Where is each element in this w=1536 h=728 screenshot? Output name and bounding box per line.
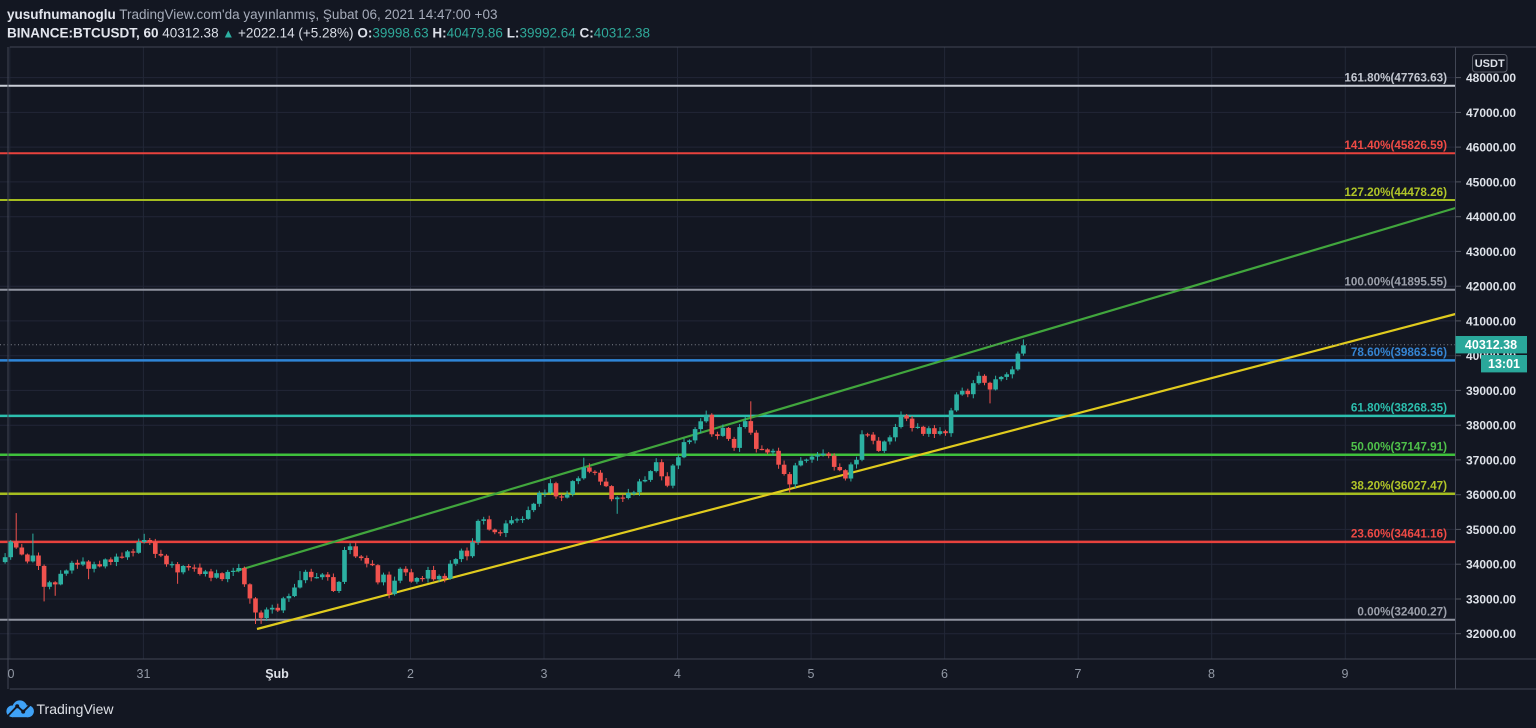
svg-text:yusufnumanoglu TradingView.com: yusufnumanoglu TradingView.com'da yayınl… bbox=[7, 7, 497, 22]
svg-text:TradingView: TradingView bbox=[37, 701, 115, 717]
svg-text:50.00%(37147.91): 50.00%(37147.91) bbox=[1351, 441, 1447, 454]
svg-text:44000.00: 44000.00 bbox=[1466, 210, 1516, 224]
svg-text:33000.00: 33000.00 bbox=[1466, 592, 1516, 606]
svg-text:38000.00: 38000.00 bbox=[1466, 419, 1516, 433]
svg-text:61.80%(38268.35): 61.80%(38268.35) bbox=[1351, 402, 1447, 415]
svg-text:36000.00: 36000.00 bbox=[1466, 488, 1516, 502]
svg-text:5: 5 bbox=[808, 667, 815, 681]
svg-text:13:01: 13:01 bbox=[1488, 357, 1520, 371]
svg-text:43000.00: 43000.00 bbox=[1466, 245, 1516, 259]
svg-text:4: 4 bbox=[674, 667, 681, 681]
svg-text:34000.00: 34000.00 bbox=[1466, 558, 1516, 572]
svg-text:48000.00: 48000.00 bbox=[1466, 71, 1516, 85]
svg-text:100.00%(41895.55): 100.00%(41895.55) bbox=[1344, 276, 1447, 289]
svg-text:35000.00: 35000.00 bbox=[1466, 523, 1516, 537]
svg-text:7: 7 bbox=[1075, 667, 1082, 681]
svg-text:47000.00: 47000.00 bbox=[1466, 106, 1516, 120]
svg-text:41000.00: 41000.00 bbox=[1466, 314, 1516, 328]
svg-text:141.40%(45826.59): 141.40%(45826.59) bbox=[1344, 139, 1447, 152]
svg-text:46000.00: 46000.00 bbox=[1466, 141, 1516, 155]
svg-text:39000.00: 39000.00 bbox=[1466, 384, 1516, 398]
svg-text:9: 9 bbox=[1342, 667, 1349, 681]
svg-text:161.80%(47763.63): 161.80%(47763.63) bbox=[1344, 72, 1447, 85]
svg-text:31: 31 bbox=[137, 667, 151, 681]
svg-text:8: 8 bbox=[1208, 667, 1215, 681]
svg-text:3: 3 bbox=[541, 667, 548, 681]
svg-text:BINANCE:BTCUSDT, 60 40312.38 ▲: BINANCE:BTCUSDT, 60 40312.38 ▲ +2022.14 … bbox=[7, 25, 650, 40]
svg-text:Şub: Şub bbox=[265, 667, 289, 681]
svg-text:2: 2 bbox=[407, 667, 414, 681]
svg-text:USDT: USDT bbox=[1475, 58, 1505, 70]
svg-text:127.20%(44478.26): 127.20%(44478.26) bbox=[1344, 186, 1447, 199]
svg-text:23.60%(34641.16): 23.60%(34641.16) bbox=[1351, 528, 1447, 541]
svg-text:45000.00: 45000.00 bbox=[1466, 175, 1516, 189]
svg-text:37000.00: 37000.00 bbox=[1466, 453, 1516, 467]
svg-text:32000.00: 32000.00 bbox=[1466, 627, 1516, 641]
svg-text:0.00%(32400.27): 0.00%(32400.27) bbox=[1357, 606, 1447, 619]
svg-text:6: 6 bbox=[941, 667, 948, 681]
svg-text:42000.00: 42000.00 bbox=[1466, 280, 1516, 294]
svg-text:38.20%(36027.47): 38.20%(36027.47) bbox=[1351, 480, 1447, 493]
svg-text:40312.38: 40312.38 bbox=[1465, 338, 1517, 352]
svg-text:0: 0 bbox=[8, 667, 15, 681]
svg-text:78.60%(39863.56): 78.60%(39863.56) bbox=[1351, 346, 1447, 359]
